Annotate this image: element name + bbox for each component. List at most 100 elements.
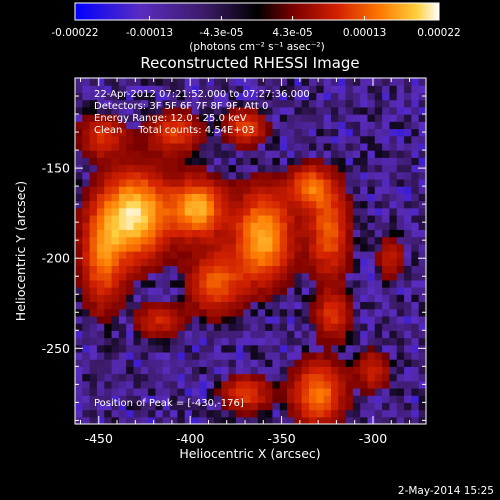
heatmap-cell <box>111 135 120 144</box>
heatmap-cell <box>199 315 208 324</box>
heatmap-cell <box>250 402 259 411</box>
colorbar-tick-label: 0.00022 <box>417 27 460 39</box>
heatmap-cell <box>118 251 127 259</box>
heatmap-cell <box>279 92 288 101</box>
heatmap-cell <box>118 294 127 303</box>
heatmap-cell <box>345 380 354 389</box>
heatmap-cell <box>257 157 266 166</box>
heatmap-cell <box>279 301 288 310</box>
heatmap-cell <box>243 301 252 310</box>
heatmap-cell <box>309 178 317 187</box>
heatmap-cell <box>118 128 127 137</box>
heatmap-cell <box>221 106 230 115</box>
heatmap-cell <box>257 178 266 187</box>
heatmap-cell <box>126 229 135 238</box>
heatmap-cell <box>177 366 186 375</box>
heatmap-cell <box>323 135 332 144</box>
heatmap-cell <box>389 114 398 122</box>
heatmap-cell <box>250 178 259 187</box>
heatmap-cell <box>272 272 281 281</box>
heatmap-cell <box>272 142 281 151</box>
heatmap-cell <box>396 258 405 267</box>
heatmap-cell <box>148 186 157 194</box>
heatmap-cell <box>265 359 274 367</box>
heatmap-cell <box>96 366 105 375</box>
heatmap-cell <box>111 366 120 375</box>
heatmap-cell <box>279 150 288 158</box>
heatmap-cell <box>96 135 105 144</box>
heatmap-cell <box>235 200 244 209</box>
heatmap-cell <box>389 251 398 259</box>
heatmap-cell <box>148 323 157 331</box>
heatmap-cell <box>184 301 193 310</box>
heatmap-cell <box>221 380 230 389</box>
heatmap-cell <box>272 395 281 403</box>
heatmap-cell <box>206 380 215 389</box>
heatmap-cell <box>192 416 200 424</box>
heatmap-cell <box>309 402 317 411</box>
heatmap-cell <box>111 171 120 180</box>
heatmap-cell <box>192 164 200 173</box>
heatmap-cell <box>213 92 222 101</box>
heatmap-cell <box>382 265 391 274</box>
heatmap-cell <box>140 78 149 86</box>
heatmap-cell <box>111 308 120 317</box>
heatmap-cell <box>330 337 339 346</box>
heatmap-cell <box>162 416 171 424</box>
heatmap-cell <box>243 243 252 252</box>
heatmap-cell <box>243 366 252 375</box>
heatmap-cell <box>148 416 157 424</box>
heatmap-cell <box>396 344 405 353</box>
heatmap-cell <box>382 150 391 158</box>
heatmap-cell <box>162 373 171 382</box>
heatmap-cell <box>404 366 412 375</box>
heatmap-cell <box>418 207 426 216</box>
heatmap-cell <box>272 265 281 274</box>
heatmap-cell <box>104 258 113 267</box>
heatmap-cell <box>382 178 391 187</box>
heatmap-cell <box>272 373 281 382</box>
heatmap-cell <box>184 207 193 216</box>
heatmap-cell <box>221 186 230 194</box>
heatmap-cell <box>404 330 412 339</box>
heatmap-cell <box>250 337 259 346</box>
heatmap-cell <box>140 142 149 151</box>
heatmap-cell <box>140 323 149 331</box>
heatmap-cell <box>330 251 339 259</box>
heatmap-cell <box>104 207 113 216</box>
heatmap-cell <box>184 200 193 209</box>
heatmap-cell <box>96 251 105 259</box>
heatmap-cell <box>213 416 222 424</box>
heatmap-cell <box>257 337 266 346</box>
heatmap-cell <box>75 99 83 108</box>
heatmap-cell <box>199 178 208 187</box>
heatmap-cell <box>126 359 135 367</box>
heatmap-cell <box>235 308 244 317</box>
heatmap-cell <box>352 351 361 360</box>
heatmap-cell <box>301 330 310 339</box>
heatmap-cell <box>82 236 91 245</box>
heatmap-cell <box>301 344 310 353</box>
heatmap-cell <box>148 164 157 173</box>
heatmap-cell <box>192 92 200 101</box>
heatmap-cell <box>309 380 317 389</box>
heatmap-cell <box>330 366 339 375</box>
heatmap-cell <box>192 359 200 367</box>
heatmap-cell <box>235 265 244 274</box>
heatmap-cell <box>279 416 288 424</box>
heatmap-cell <box>323 85 332 94</box>
heatmap-cell <box>323 128 332 137</box>
heatmap-cell <box>192 351 200 360</box>
heatmap-cell <box>155 366 164 375</box>
heatmap-cell <box>118 380 127 389</box>
heatmap-cell <box>396 272 405 281</box>
heatmap-cell <box>89 142 98 151</box>
heatmap-cell <box>155 236 164 245</box>
heatmap-cell <box>352 265 361 274</box>
heatmap-cell <box>221 128 230 137</box>
heatmap-cell <box>140 272 149 281</box>
heatmap-cell <box>272 409 281 418</box>
heatmap-cell <box>374 150 383 158</box>
heatmap-cell <box>352 416 361 424</box>
heatmap-cell <box>184 128 193 137</box>
